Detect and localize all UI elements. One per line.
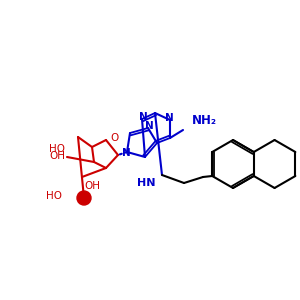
Text: OH: OH (49, 151, 65, 161)
Text: N: N (165, 113, 173, 123)
Text: N: N (145, 121, 153, 131)
Circle shape (77, 191, 91, 205)
Text: NH₂: NH₂ (192, 113, 217, 127)
Text: OH: OH (84, 181, 100, 191)
Text: HO: HO (49, 144, 65, 154)
Text: HN: HN (136, 178, 155, 188)
Text: N: N (139, 112, 147, 122)
Text: HO: HO (46, 191, 62, 201)
Text: O: O (110, 133, 118, 143)
Text: N: N (122, 148, 130, 158)
